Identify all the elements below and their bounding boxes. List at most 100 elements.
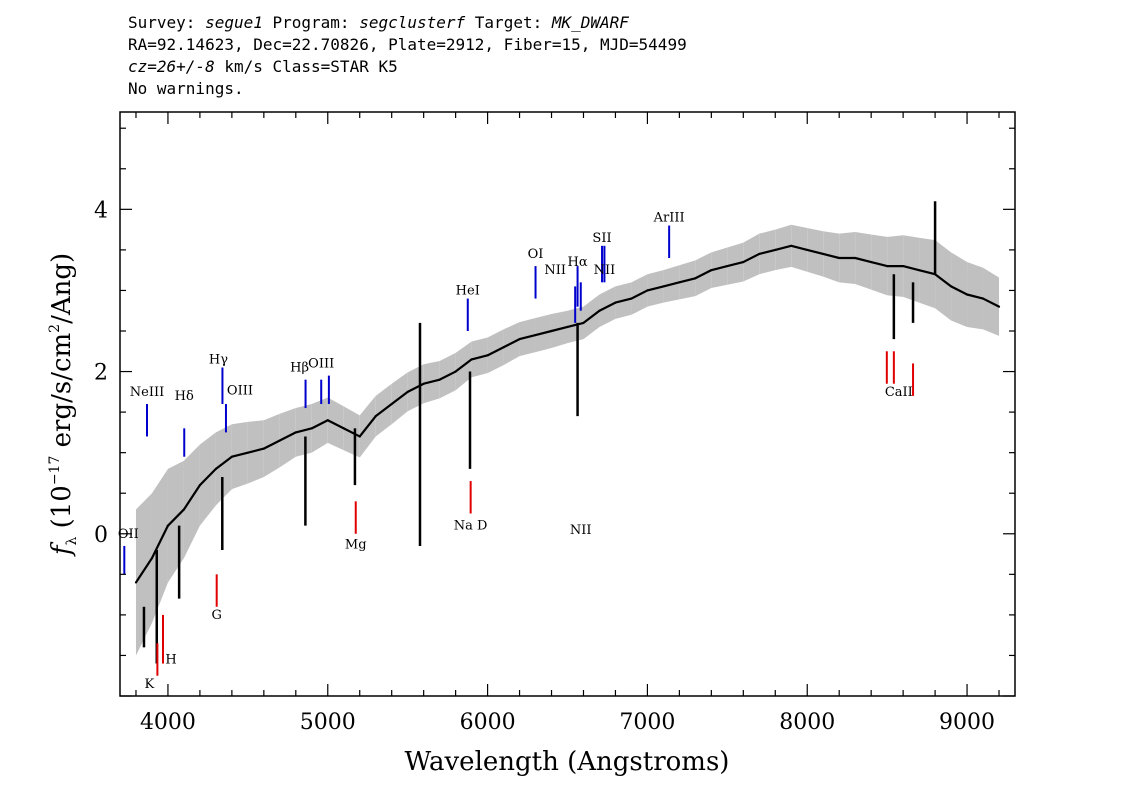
error-band-segment xyxy=(151,468,168,623)
flux-segment xyxy=(710,265,729,272)
target-value: MK_DWARF xyxy=(551,13,629,32)
plot-frame xyxy=(119,111,1016,697)
flux-segment xyxy=(790,244,809,251)
flux-segment xyxy=(486,346,505,357)
flux-segment xyxy=(214,455,233,470)
emission-line-label: NII xyxy=(544,263,566,278)
flux-segment xyxy=(742,252,761,264)
y-tick-label: 2 xyxy=(94,361,108,386)
flux-segment xyxy=(134,557,154,584)
flux-segment xyxy=(870,260,889,268)
absorption-line-label: CaII xyxy=(885,385,913,400)
emission-line-label: OI xyxy=(528,247,544,262)
flux-line-layer xyxy=(134,201,1001,664)
flux-segment xyxy=(454,358,473,373)
absorption-line-label: Na D xyxy=(454,519,488,534)
emission-line-label: NeIII xyxy=(130,385,164,400)
x-tick-label: 6000 xyxy=(460,710,516,735)
program-label: Program: xyxy=(262,13,360,32)
flux-segment xyxy=(949,285,969,296)
x-tick-label: 4000 xyxy=(140,710,196,735)
flux-segment xyxy=(390,390,409,406)
flux-segment xyxy=(758,248,777,256)
emission-line-label: NII xyxy=(570,523,592,538)
error-band-segment xyxy=(135,493,152,656)
emission-line-label: ArIII xyxy=(653,211,685,226)
flux-segment xyxy=(150,524,170,560)
x-axis-label: Wavelength (Angstroms) xyxy=(405,747,730,777)
survey-value: segue1 xyxy=(205,13,263,32)
x-tick-label: 5000 xyxy=(300,710,356,735)
survey-label: Survey: xyxy=(128,13,206,32)
flux-segment xyxy=(422,378,441,385)
flux-segment xyxy=(918,269,937,276)
x-tick-label: 9000 xyxy=(939,710,995,735)
flux-segment xyxy=(902,265,921,272)
error-band-segment xyxy=(183,444,200,559)
flux-segment xyxy=(470,354,489,361)
flux-segment xyxy=(326,419,345,430)
flux-segment xyxy=(646,285,665,292)
flux-segment xyxy=(534,329,553,337)
flux-segment xyxy=(294,427,313,434)
absorption-line-label: H xyxy=(165,653,176,668)
error-band-layer xyxy=(135,224,1000,656)
target-label: Target: xyxy=(465,13,552,32)
x-tick-label: 7000 xyxy=(619,710,675,735)
emission-line-label: OIII xyxy=(227,383,253,398)
flux-segment xyxy=(726,260,745,268)
header-line-warnings: No warnings. xyxy=(128,79,244,98)
flux-segment xyxy=(662,281,681,288)
flux-segment xyxy=(566,321,585,329)
flux-segment xyxy=(278,431,297,442)
y-axis-label: fλ (10−17 erg/s/cm2/Ang) xyxy=(47,253,80,557)
flux-segment xyxy=(198,467,217,487)
flux-segment xyxy=(374,402,393,418)
emission-line-label: OIII xyxy=(308,357,334,372)
emission-line-label: Hγ xyxy=(209,352,228,367)
header-line-class: cz=26+/-8 km/s Class=STAR K5 xyxy=(128,56,687,78)
y-tick-label: 0 xyxy=(94,523,108,548)
error-band-segment xyxy=(167,460,184,583)
flux-segment xyxy=(582,309,601,324)
flux-segment xyxy=(246,447,265,454)
flux-segment xyxy=(518,333,537,341)
flux-segment xyxy=(854,256,873,264)
y-tick-label: 4 xyxy=(94,198,108,223)
emission-line-label: SII xyxy=(592,231,611,246)
flux-segment xyxy=(358,415,377,438)
header-line-coordinates: RA=92.14623, Dec=22.70826, Plate=2912, F… xyxy=(128,35,687,54)
class-value: km/s Class=STAR K5 xyxy=(214,57,398,76)
emission-line-label: Hβ xyxy=(290,361,309,376)
flux-segment xyxy=(262,439,281,450)
x-tick-label: 8000 xyxy=(779,710,835,735)
error-band-segment xyxy=(247,420,264,484)
flux-segment xyxy=(630,289,649,300)
emission-line-label: Hα xyxy=(568,255,588,270)
flux-segment xyxy=(981,297,1001,308)
flux-segment xyxy=(678,277,697,284)
axis-ticks-layer: 4000 5000 6000 7000 8000 9000 0 2 4 xyxy=(94,112,1015,735)
flux-segment xyxy=(598,301,617,312)
absorption-line-label: K xyxy=(145,677,155,692)
header-line-survey: Survey: segue1 Program: segclusterf Targ… xyxy=(128,12,687,34)
emission-line-label: HeI xyxy=(456,284,480,299)
redshift-value: cz=26+/-8 xyxy=(128,57,215,76)
program-value: segclusterf xyxy=(359,13,466,32)
flux-segment xyxy=(342,427,361,438)
flux-segment xyxy=(694,269,713,280)
emission-line-label: Hδ xyxy=(175,389,194,404)
error-band-segment xyxy=(199,432,216,526)
flux-segment xyxy=(166,508,186,527)
flux-segment xyxy=(502,338,521,349)
plot-header: Survey: segue1 Program: segclusterf Targ… xyxy=(128,12,687,100)
emission-line-label: NII xyxy=(594,263,616,278)
flux-segment xyxy=(230,451,249,458)
flux-segment xyxy=(550,325,569,333)
absorption-line-label: G xyxy=(211,608,221,623)
absorption-line-label: Mg xyxy=(345,537,367,552)
flux-segment xyxy=(822,252,841,260)
flux-segment xyxy=(438,370,457,381)
